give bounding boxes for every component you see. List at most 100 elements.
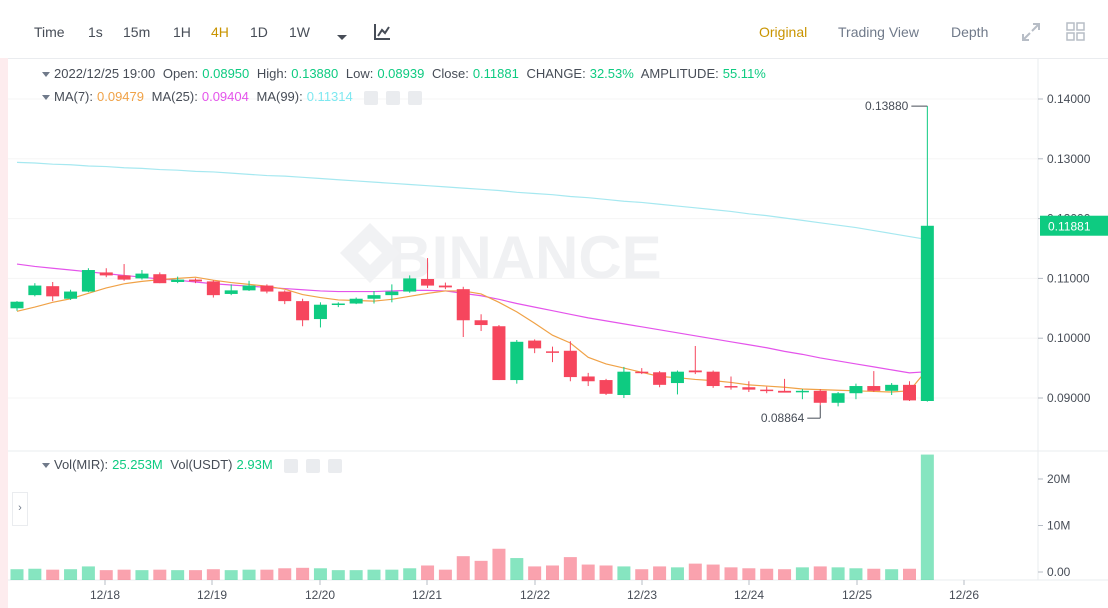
volume-bar <box>331 570 345 580</box>
volume-bar <box>474 560 488 580</box>
candle-body <box>189 279 202 282</box>
price-tick-label: 0.13000 <box>1047 152 1091 166</box>
toolbar: Time 1s 15m 1H 4H 1D 1W Original Trading… <box>0 0 1108 59</box>
tab-4h[interactable]: 4H <box>211 24 229 40</box>
volume-bar <box>885 569 899 580</box>
volume-bar <box>10 569 24 580</box>
time-tick-label: 12/21 <box>412 588 442 602</box>
volume-bar <box>403 568 417 580</box>
current-price-label: 0.11881 <box>1048 220 1091 234</box>
candle-body <box>831 393 845 403</box>
volume-bar <box>117 569 131 580</box>
tab-trading-view[interactable]: Trading View <box>838 24 919 40</box>
candle-body <box>242 285 256 291</box>
tab-15m[interactable]: 15m <box>123 24 151 40</box>
candle-body <box>367 295 381 299</box>
candle-body <box>171 279 185 282</box>
candle-body <box>81 270 95 292</box>
axis: 0.138800.088640.140000.130000.120000.110… <box>90 92 1108 602</box>
volume-bar <box>456 556 470 580</box>
ohlc-info-line: 2022/12/25 19:00 Open: 0.08950 High: 0.138… <box>42 66 770 81</box>
ma99-value: 0.11314 <box>306 89 353 104</box>
volume-bar <box>617 566 631 580</box>
chevron-down-icon[interactable] <box>336 29 348 47</box>
candle-body <box>421 278 435 286</box>
candle-body <box>670 371 684 384</box>
candle-body <box>653 372 667 385</box>
fullscreen-icon[interactable] <box>1021 22 1041 47</box>
volume-bar <box>724 567 738 580</box>
tab-1w[interactable]: 1W <box>289 24 310 40</box>
candle-body <box>617 371 631 396</box>
tab-depth[interactable]: Depth <box>951 24 989 40</box>
open-label: Open: <box>162 66 199 81</box>
tab-1s[interactable]: 1s <box>88 24 103 40</box>
time-tick-label: 12/20 <box>305 588 335 602</box>
open-value: 0.08950 <box>202 66 250 81</box>
volume-tick-label: 10M <box>1047 519 1070 533</box>
close-icon[interactable] <box>408 90 423 105</box>
time-tick-label: 12/24 <box>734 588 764 602</box>
candle-body <box>903 384 916 401</box>
high-marker-label: 0.13880 <box>865 99 909 113</box>
volume-bar <box>760 568 774 580</box>
candle-body <box>28 285 42 296</box>
volume-bar <box>813 566 827 580</box>
low-label: Low: <box>345 66 374 81</box>
candle-body <box>706 371 720 387</box>
candle-body <box>635 371 649 374</box>
time-tick-label: 12/25 <box>842 588 872 602</box>
volume-bar <box>81 566 95 580</box>
candle-body <box>260 285 274 292</box>
volume-tick-label: 0.00 <box>1047 565 1071 579</box>
eye-icon[interactable] <box>364 90 379 105</box>
candle-body <box>849 386 863 394</box>
candles <box>10 106 934 407</box>
ma7-value: 0.09479 <box>97 89 144 104</box>
grid-layout-icon[interactable] <box>1066 22 1086 47</box>
volume-bar <box>171 570 185 580</box>
vol-usdt-value: 2.93M <box>236 457 273 472</box>
tab-original[interactable]: Original <box>759 24 808 40</box>
current-price-tag <box>1040 215 1108 236</box>
volume-bar <box>706 564 720 580</box>
tab-1h[interactable]: 1H <box>173 24 191 40</box>
volume-bar <box>670 567 684 580</box>
eye-icon[interactable] <box>284 458 299 473</box>
candle-body <box>920 225 934 401</box>
volume-bar <box>385 569 399 580</box>
candle-body <box>296 301 310 321</box>
candle-body <box>599 380 613 394</box>
change-value: 32.53% <box>589 66 634 81</box>
price-tick-label: 0.11000 <box>1047 271 1090 285</box>
chart-canvas[interactable]: BINANCE 0.138800.088640.140000.130000.12… <box>0 58 1108 608</box>
candle-body <box>135 273 149 279</box>
price-tick-label: 0.10000 <box>1047 331 1091 345</box>
volume-bar <box>135 570 149 580</box>
candle-body <box>10 301 24 309</box>
collapse-caret-icon[interactable] <box>42 95 50 101</box>
close-icon[interactable] <box>328 458 343 473</box>
ma7-line <box>16 276 928 393</box>
tab-1d[interactable]: 1D <box>250 24 268 40</box>
high-label: High: <box>256 66 288 81</box>
volume-bar <box>903 568 916 580</box>
volume-bar <box>492 548 506 580</box>
volume-bar <box>510 558 524 580</box>
collapse-caret-icon[interactable] <box>42 72 50 78</box>
tab-time[interactable]: Time <box>34 24 65 40</box>
collapse-caret-icon[interactable] <box>42 463 50 469</box>
low-value: 0.08939 <box>377 66 425 81</box>
volume-bar <box>920 454 934 580</box>
candle-body <box>349 298 363 304</box>
settings-icon[interactable] <box>306 458 321 473</box>
volume-bar <box>421 565 435 580</box>
expand-sidebar-button[interactable]: › <box>12 492 28 526</box>
candle-body <box>313 304 327 320</box>
volume-bar <box>831 567 845 580</box>
volume-info-line: Vol(MIR): 25.253M Vol(USDT) 2.93M <box>42 457 346 473</box>
settings-icon[interactable] <box>386 90 401 105</box>
indicator-chart-icon[interactable] <box>373 23 391 46</box>
candle-body <box>224 290 238 294</box>
amplitude-value: 55.11% <box>722 66 766 81</box>
